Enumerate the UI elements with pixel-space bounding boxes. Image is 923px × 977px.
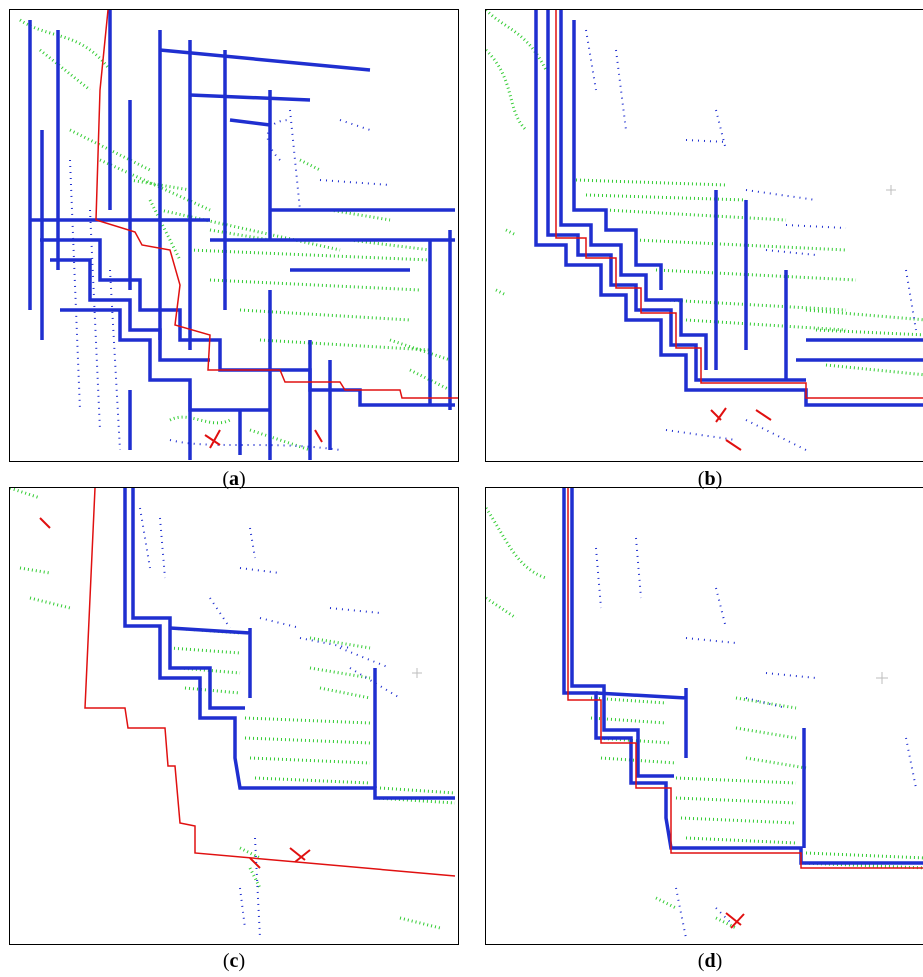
panel-a-canvas [19, 10, 458, 460]
panel-b-trajectory-line [555, 10, 923, 399]
panel-b-red-markers [710, 407, 772, 451]
panel-a-red-markers [204, 429, 323, 449]
panel-a-trajectory-line [95, 10, 458, 399]
panel-d-red-markers [725, 912, 745, 929]
panel-d-canvas [486, 488, 923, 939]
panel-c-caption-letter: c [229, 950, 239, 972]
panel-a-scattered-points [69, 109, 391, 451]
panel-c-green-points [10, 488, 456, 930]
panel-b-scattered-points [585, 29, 917, 451]
panel-b-caption-letter: b [704, 468, 716, 490]
panel-a-caption-letter: a [229, 468, 239, 490]
panel-a-blue-points [28, 10, 455, 460]
panel-d-caption: (d) [697, 950, 723, 972]
panel-d-point-cloud [485, 487, 923, 945]
panel-c-crosshair [412, 668, 422, 678]
panel-b-crosshair [886, 185, 896, 195]
panel-d-green-points [486, 507, 923, 930]
panel-c-canvas [10, 488, 456, 939]
panel-d-caption-letter: d [704, 950, 716, 972]
panel-b-blue-points [534, 10, 923, 407]
panel-c-caption: (c) [222, 950, 246, 972]
panel-b-canvas [486, 10, 923, 451]
panel-d-crosshair [876, 672, 888, 684]
panel-d-trajectory-line [567, 488, 923, 869]
panel-c-point-cloud [9, 487, 459, 945]
panel-c-blue-points [123, 488, 455, 800]
panel-b-caption: (b) [697, 468, 723, 490]
panel-c-scattered-points [139, 507, 401, 939]
panel-c-trajectory-line [84, 488, 456, 877]
panel-c-red-markers [39, 517, 311, 869]
panel-a-caption: (a) [222, 468, 246, 490]
panel-b-point-cloud [485, 9, 923, 462]
panel-d-scattered-points [595, 537, 917, 939]
panel-b-green-points [486, 10, 923, 377]
panel-d-blue-points [562, 488, 923, 865]
panel-a-point-cloud [9, 9, 459, 462]
panel-a-green-points [19, 18, 451, 452]
